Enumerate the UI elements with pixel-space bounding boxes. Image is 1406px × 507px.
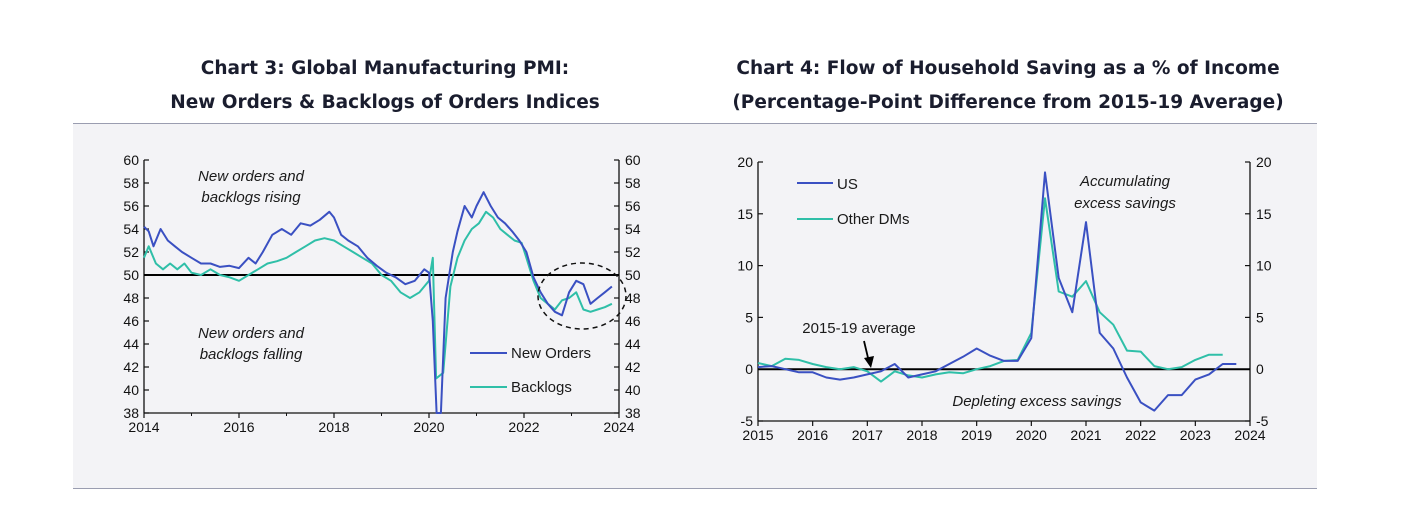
chart3-title-line2: New Orders & Backlogs of Orders Indices: [170, 92, 600, 113]
series-line-backlogs: [143, 210, 613, 380]
annotation-accumulating-line1: Accumulating: [1079, 173, 1171, 190]
chart3-title-line1: Chart 3: Global Manufacturing PMI:: [200, 58, 570, 79]
y-tick-label-left: 5: [745, 309, 753, 325]
y-tick-label-left: 0: [745, 361, 753, 377]
y-tick-label-left: 50: [123, 267, 139, 283]
x-tick-label: 2021: [1070, 427, 1101, 443]
highlight-ellipse: [537, 262, 627, 330]
y-tick-label-right: 60: [625, 152, 641, 168]
y-tick-label-right: 10: [1256, 258, 1272, 274]
y-tick-label-left: 46: [123, 313, 139, 329]
y-tick-label-left: 40: [123, 382, 139, 398]
x-tick-label: 2018: [318, 419, 349, 435]
y-tick-label-left: 42: [123, 359, 139, 375]
annotation-depleting: Depleting excess savings: [952, 393, 1122, 410]
annotation-rising-line2: backlogs rising: [201, 189, 301, 206]
y-tick-label-right: 50: [625, 267, 641, 283]
y-tick-label-left: 58: [123, 175, 139, 191]
annotation-average-label: 2015-19 average: [802, 320, 915, 337]
x-tick-label: 2018: [906, 427, 937, 443]
x-tick-label: 2014: [128, 419, 159, 435]
y-tick-label-right: 48: [625, 290, 641, 306]
x-tick-label: 2017: [852, 427, 883, 443]
chart3-title: Chart 3: Global Manufacturing PMI: New O…: [75, 52, 695, 120]
series-line-us: [757, 171, 1237, 412]
annotation-accumulating-line2: excess savings: [1074, 195, 1176, 212]
annotation-arrow-head: [864, 356, 874, 368]
y-tick-label-right: 0: [1256, 361, 1264, 377]
y-tick-label-left: 54: [123, 221, 139, 237]
x-tick-label: 2020: [1016, 427, 1047, 443]
x-tick-label: 2020: [413, 419, 444, 435]
y-tick-label-right: 38: [625, 405, 641, 421]
x-tick-label: 2024: [603, 419, 634, 435]
y-tick-label-right: 56: [625, 198, 641, 214]
x-tick-label: 2022: [1125, 427, 1156, 443]
x-tick-label: 2024: [1234, 427, 1265, 443]
y-tick-label-right: 42: [625, 359, 641, 375]
y-tick-label-right: 54: [625, 221, 641, 237]
series-line-new-orders: [143, 191, 613, 414]
y-tick-label-left: 10: [737, 258, 753, 274]
annotation-falling-line2: backlogs falling: [200, 346, 303, 363]
y-tick-label-right: 40: [625, 382, 641, 398]
x-tick-label: 2015: [742, 427, 773, 443]
x-tick-label: 2022: [508, 419, 539, 435]
legend-label-other-dms: Other DMs: [837, 211, 910, 228]
chart3-plot: 60 60 58 58 56 56 54 54 52 52 50 50 48 48 46 46 44 44 42 42…: [123, 152, 640, 435]
y-tick-label-right: 58: [625, 175, 641, 191]
chart4-title-line2: (Percentage-Point Difference from 2015-1…: [732, 92, 1284, 113]
y-tick-label-right: 20: [1256, 154, 1272, 170]
y-tick-label-left: 20: [737, 154, 753, 170]
x-tick-label: 2016: [223, 419, 254, 435]
x-tick-label: 2019: [961, 427, 992, 443]
x-tick-label: 2016: [797, 427, 828, 443]
annotation-rising-line1: New orders and: [198, 168, 305, 185]
y-tick-label-left: 56: [123, 198, 139, 214]
y-tick-label-right: 44: [625, 336, 641, 352]
x-tick-label: 2023: [1180, 427, 1211, 443]
y-tick-label-left: 15: [737, 206, 753, 222]
chart4-title: Chart 4: Flow of Household Saving as a %…: [700, 52, 1316, 120]
legend-label-us: US: [837, 176, 858, 193]
y-tick-label-right: -5: [1256, 413, 1269, 429]
chart4-title-line1: Chart 4: Flow of Household Saving as a %…: [736, 58, 1280, 79]
annotation-falling-line1: New orders and: [198, 325, 305, 342]
y-tick-label-right: 5: [1256, 309, 1264, 325]
legend-label-backlogs: Backlogs: [511, 379, 572, 396]
legend-label-new-orders: New Orders: [511, 345, 591, 362]
y-tick-label-left: 48: [123, 290, 139, 306]
series-line-other-dms: [757, 197, 1223, 383]
y-tick-label-left: 60: [123, 152, 139, 168]
chart-panel: [73, 123, 1317, 489]
y-tick-label-left: 38: [123, 405, 139, 421]
y-tick-label-left: 44: [123, 336, 139, 352]
y-tick-label-right: 52: [625, 244, 641, 260]
y-tick-label-right: 15: [1256, 206, 1272, 222]
y-tick-label-right: 46: [625, 313, 641, 329]
y-tick-label-left: -5: [741, 413, 754, 429]
y-tick-label-left: 52: [123, 244, 139, 260]
